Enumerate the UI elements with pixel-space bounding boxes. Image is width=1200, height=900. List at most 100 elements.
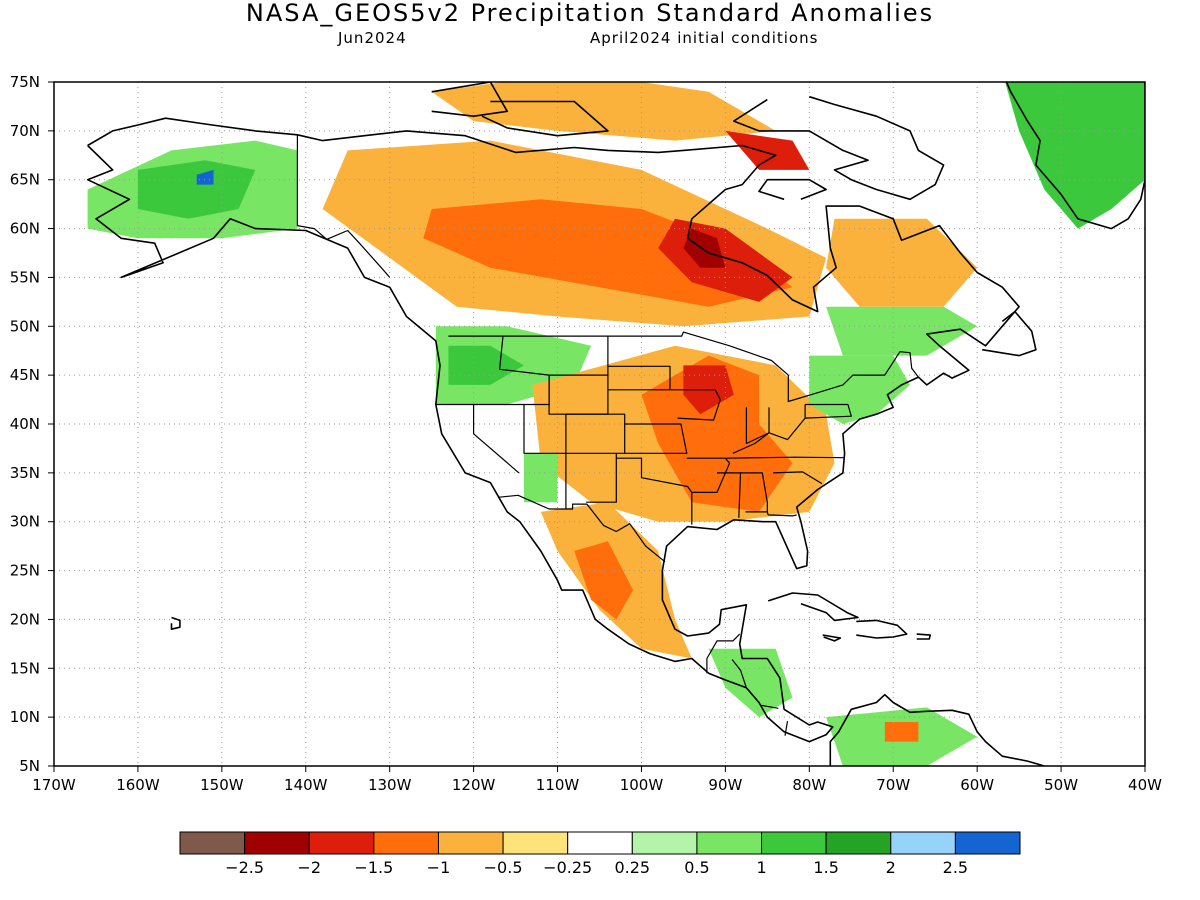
lon-tick-label: 40W [1128,776,1162,794]
colorbar-label: −0.5 [484,858,523,877]
initial-conditions-label: April2024 initial conditions [590,29,819,47]
border-us-state-pa-ny [805,403,852,419]
colorbar-swatch [890,831,956,855]
anomaly-region-arctic-red [725,130,810,170]
lat-tick-label: 65N [10,171,40,189]
border-us-state-nm [586,453,617,503]
colorbar-labels: −2.5 −2 −1.5 −1 −0.5 −0.25 0.25 0.5 1 1.5 2 2.5 [225,858,968,877]
colorbar-label: 0.25 [614,858,650,877]
latitude-labels: 75N 70N 65N 60N 55N 50N 45N 40N 35N 30N 25N 20N 15N 1… [10,73,54,775]
lon-tick-label: 170W [32,776,76,794]
coastline-puerto-rico [916,633,932,640]
lon-tick-label: 150W [200,776,244,794]
colorbar-swatch [696,831,763,855]
longitude-labels: 170W 160W 150W 140W 130W 120W 110W 100W 90W 80W 70… [32,766,1162,794]
border-us-state-ks-ne [624,423,688,454]
border-alaska-canada [296,134,391,278]
coastline-jamaica [822,634,842,642]
colorbar-swatch [631,831,698,855]
lon-tick-label: 100W [620,776,664,794]
lat-tick-label: 15N [10,659,40,677]
lat-tick-label: 40N [10,415,40,433]
coastline-hudson-islands [758,178,827,201]
border-us-state-sd-nd [607,365,671,391]
lat-tick-label: 35N [10,464,40,482]
border-us-mexico [497,494,666,563]
lon-tick-label: 80W [792,776,826,794]
colorbar-swatch [502,831,569,855]
colorbar-swatch [244,831,310,855]
colorbar [179,831,1021,855]
map-title: NASA_GEOS5v2 Precipitation Standard Anom… [245,0,935,27]
border-central-america-2 [761,704,779,709]
anomaly-region-southwest-wet [524,453,558,503]
lat-tick-label: 50N [10,317,40,335]
border-us-state-nv-ca [473,404,520,474]
lon-tick-label: 90W [708,776,742,794]
anomaly-shading [87,82,1145,766]
lat-tick-label: 20N [10,610,40,628]
border-us-state-in-il [745,407,770,445]
lat-tick-label: 30N [10,513,40,531]
border-us-state-or-id [435,336,550,406]
anomaly-region-east-wet [809,355,910,424]
colorbar-swatch [179,831,246,855]
lat-tick-label: 70N [10,122,40,140]
lon-tick-label: 130W [368,776,412,794]
colorbar-label: −1 [427,858,451,877]
lat-tick-label: 25N [10,562,40,580]
coastline-north-america [86,117,1020,743]
border-us-state-tx-ok [616,457,693,525]
lat-tick-label: 75N [10,73,40,91]
colorbar-swatch [761,831,827,855]
colorbar-swatch [437,831,504,855]
colorbar-label: 0.5 [684,858,709,877]
colorbar-label: −2 [297,858,321,877]
coastline-victoria-island [481,100,609,137]
lon-tick-label: 50W [1044,776,1078,794]
anomaly-region-south-america-dry [884,722,919,742]
anomaly-region-quebec-wet [826,306,978,356]
coastline-south-america [829,693,1045,766]
colorbar-label: −2.5 [225,858,264,877]
lon-tick-label: 140W [284,776,328,794]
forecast-month-label: Jun2024 [338,29,407,47]
anomaly-region-greenland-wet [1005,82,1145,229]
lat-tick-label: 5N [19,757,40,775]
lon-tick-label: 70W [876,776,910,794]
colorbar-label: −1.5 [354,858,393,877]
colorbar-label: 1.5 [813,858,838,877]
colorbar-label: 2 [886,858,896,877]
lat-tick-label: 55N [10,268,40,286]
coastline-banks-island [431,82,509,117]
lat-tick-label: 45N [10,366,40,384]
lon-tick-label: 60W [960,776,994,794]
border-mexico-guatemala [706,633,741,674]
border-us-state-tn-ky [725,456,844,459]
anomaly-region-alaska-wet-core [137,160,256,219]
lon-tick-label: 160W [116,776,160,794]
political-borders [296,134,919,736]
coastlines [86,82,1145,766]
border-us-state-al-ga [740,472,768,513]
lon-tick-label: 120W [452,776,496,794]
anomaly-region-pacnw-wet-core [448,345,524,385]
coastline-cuba [767,592,859,622]
colorbar-swatch [308,831,375,855]
coastline-baffin [732,95,945,201]
colorbar-swatch [373,831,439,855]
border-us-canada [448,331,919,403]
lat-tick-label: 60N [10,220,40,238]
border-central-america-1 [731,659,747,688]
border-us-state-mo-ar [686,457,731,493]
coastline-hispaniola [856,619,908,639]
border-us-state-ga-fl [766,511,797,517]
border-us-state-ut-az [523,404,567,509]
colorbar-label: 2.5 [943,858,968,877]
colorbar-swatch [954,831,1021,855]
border-central-america-3 [784,720,789,736]
colorbar-label: −0.25 [543,858,592,877]
coastline-hawaii [170,616,181,631]
lat-tick-label: 10N [10,708,40,726]
